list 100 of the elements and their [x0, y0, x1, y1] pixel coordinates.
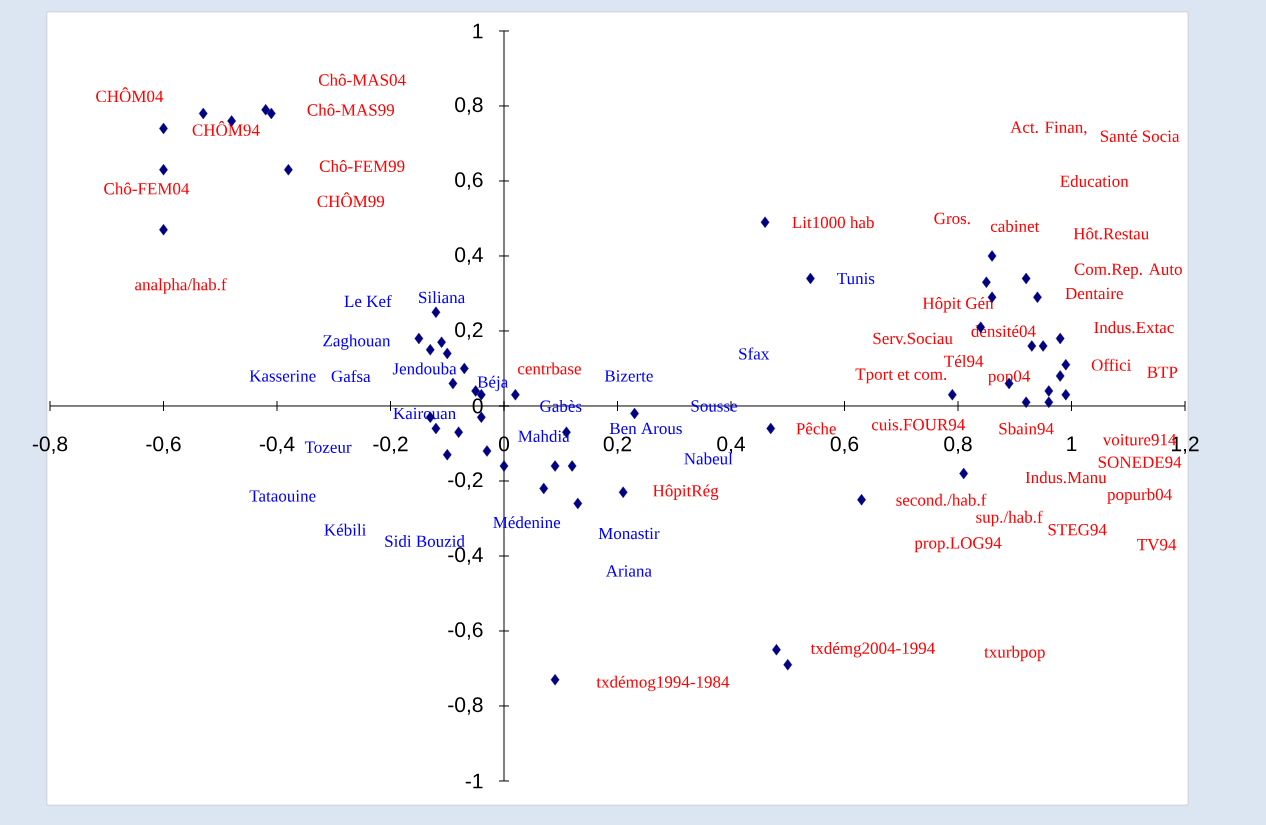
- annotation: txurbpop: [984, 645, 1045, 662]
- x-tick-label: 0,4: [717, 436, 745, 454]
- y-tick-label: -0,4: [448, 547, 483, 565]
- annotation: Dentaire: [1065, 287, 1123, 300]
- point: [1038, 340, 1048, 352]
- y-tick-label: 0: [472, 398, 483, 414]
- point: [159, 164, 168, 176]
- annotation: TV94: [1137, 538, 1177, 551]
- annotation: Gros.: [934, 212, 970, 225]
- annotation: Tunis: [837, 272, 875, 285]
- point: [482, 445, 492, 457]
- annotation: Santé Socia: [1100, 129, 1180, 142]
- point: [1055, 370, 1065, 382]
- point: [198, 107, 208, 120]
- annotation: SONEDE94: [1098, 456, 1182, 468]
- point: [448, 377, 458, 390]
- x-tick-label: 0,6: [830, 436, 859, 454]
- annotation: Chô-FEM04: [104, 182, 190, 195]
- annotation: prop.LOG94: [914, 537, 1002, 553]
- annotation: Médenine: [493, 516, 561, 529]
- y-tick-label: -0,6: [448, 622, 483, 640]
- point: [414, 332, 424, 345]
- point: [857, 494, 866, 506]
- annotation: Kasserine: [249, 370, 316, 382]
- point: [760, 216, 770, 228]
- annotation: centrbase: [517, 362, 581, 375]
- annotation: analpha/hab.f: [135, 278, 227, 294]
- annotation: Ariana: [605, 565, 652, 577]
- point: [1021, 396, 1031, 408]
- annotation: Act. Finan,: [1010, 121, 1087, 136]
- point: [159, 224, 168, 236]
- annotation: Hôt.Restau: [1073, 227, 1149, 240]
- x-tick-label: -0,6: [146, 436, 181, 454]
- annotation: Mahdia: [518, 430, 570, 442]
- annotation: Zaghouan: [323, 334, 391, 350]
- y-tick-label: 1: [473, 23, 483, 39]
- point: [431, 306, 441, 318]
- point: [511, 389, 520, 401]
- y-tick-label: -0,2: [448, 472, 483, 490]
- annotation: Lit1000 hab: [792, 216, 874, 229]
- point: [567, 460, 577, 472]
- x-tick-label: 0: [499, 436, 510, 452]
- point: [1033, 291, 1042, 303]
- annotation: Indus.Manu: [1025, 471, 1107, 484]
- annotation: Tataouine: [249, 490, 316, 502]
- point: [1061, 359, 1071, 371]
- point: [618, 486, 628, 498]
- annotation: Monastir: [598, 527, 660, 540]
- annotation: Tport et com.: [855, 368, 947, 384]
- annotation: CHÔM04: [96, 87, 164, 103]
- annotation: CHÔM94: [192, 121, 260, 136]
- annotation: Ben Arous: [609, 422, 682, 435]
- point: [1055, 332, 1065, 345]
- annotation: Sbain94: [999, 422, 1054, 435]
- annotation: densité04: [971, 324, 1036, 337]
- x-tick-label: -0,2: [373, 436, 408, 454]
- annotation: CHÔM99: [317, 192, 385, 208]
- annotation: Sidi Bouzid: [385, 535, 465, 547]
- annotation: BTP: [1147, 366, 1178, 378]
- annotation: Jendouba: [392, 362, 457, 375]
- point: [442, 347, 452, 360]
- point: [442, 449, 452, 461]
- y-tick-label: 0,6: [455, 172, 483, 190]
- point: [261, 104, 270, 116]
- x-tick-label: 0,8: [944, 436, 972, 454]
- point: [539, 482, 549, 495]
- annotation: Chô-MAS04: [318, 73, 406, 86]
- annotation: cabinet: [990, 220, 1040, 232]
- point: [1021, 272, 1031, 285]
- annotation: popurb04: [1107, 488, 1172, 504]
- annotation: Tél94: [944, 354, 984, 367]
- annotation: sup./hab.f: [976, 510, 1043, 527]
- point: [425, 344, 435, 356]
- annotation: STEG94: [1048, 524, 1107, 536]
- point: [550, 674, 560, 686]
- point: [499, 460, 509, 472]
- x-tick-label: -0,4: [259, 436, 295, 454]
- annotation: Chô-FEM99: [319, 159, 405, 172]
- x-tick-label: 1: [1067, 436, 1077, 451]
- point: [783, 659, 793, 671]
- annotation: Chô-MAS99: [307, 103, 394, 116]
- annotation: Offici: [1091, 358, 1132, 371]
- annotation: Hôpit Gén: [922, 297, 994, 313]
- y-tick-label: 0,2: [455, 322, 483, 340]
- annotation: txdémog1994-1984: [596, 675, 730, 692]
- point: [1027, 340, 1037, 352]
- annotation: Le Kef: [344, 294, 392, 308]
- y-tick-label: -1: [465, 773, 483, 789]
- annotation: Kébili: [324, 523, 367, 536]
- annotation: Nabeul: [684, 452, 733, 465]
- annotation: Béja: [477, 375, 509, 392]
- annotation: Gabès: [540, 399, 582, 412]
- annotation: txdémg2004-1994: [810, 641, 935, 658]
- annotation: cuis.FOUR94: [871, 418, 966, 431]
- point: [1044, 396, 1054, 408]
- annotation: Serv.Sociau: [873, 332, 953, 345]
- annotation: Com.Rep. Auto: [1074, 263, 1182, 279]
- point: [982, 276, 991, 288]
- point: [1061, 389, 1071, 401]
- annotation: Indus.Extac: [1094, 321, 1174, 334]
